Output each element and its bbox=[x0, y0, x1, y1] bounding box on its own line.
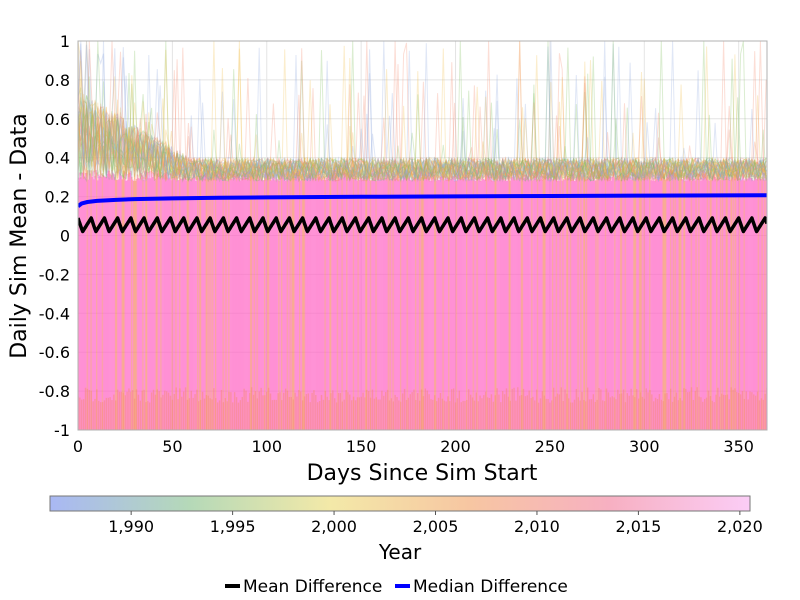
x-tick-label: 50 bbox=[162, 437, 182, 456]
colorbar-tick-label: 1,995 bbox=[210, 517, 256, 536]
ensemble-trace bbox=[78, 47, 767, 183]
y-tick-label: -0.4 bbox=[39, 304, 70, 323]
ensemble-trace bbox=[78, 57, 767, 183]
ensemble-trace bbox=[78, 41, 767, 182]
ensemble-trace bbox=[78, 41, 767, 183]
legend-label-mean: Mean Difference bbox=[243, 577, 382, 597]
x-axis-title: Days Since Sim Start bbox=[307, 461, 538, 486]
ensemble-trace bbox=[78, 43, 767, 183]
y-tick-label: 0.6 bbox=[45, 110, 70, 129]
colorbar-tick-label: 2,015 bbox=[615, 517, 661, 536]
y-tick-label: 1 bbox=[60, 32, 70, 51]
ensemble-trace bbox=[78, 41, 767, 183]
ensemble-trace bbox=[78, 50, 767, 182]
ensemble-trace bbox=[78, 48, 767, 183]
x-tick-label: 300 bbox=[629, 437, 660, 456]
ensemble-trace bbox=[78, 82, 767, 183]
x-axis-ticks: 0 50 100 150 200 250 300 350 bbox=[73, 437, 754, 456]
ensemble-trace bbox=[78, 48, 767, 182]
y-tick-label: 0.4 bbox=[45, 149, 70, 168]
y-tick-label: 0.2 bbox=[45, 188, 70, 207]
colorbar-ticks: 1,990 1,995 2,000 2,005 2,010 2,015 2,020 bbox=[108, 511, 763, 536]
x-tick-label: 100 bbox=[251, 437, 282, 456]
ensemble-trace bbox=[78, 41, 767, 183]
y-axis-ticks: 1 0.8 0.6 0.4 0.2 0 -0.2 -0.4 -0.6 -0.8 -1 bbox=[39, 32, 70, 440]
legend-label-median: Median Difference bbox=[413, 577, 568, 597]
ensemble-trace bbox=[78, 49, 767, 183]
ensemble-trace bbox=[78, 41, 767, 183]
x-tick-label: 350 bbox=[723, 437, 754, 456]
ensemble-trace bbox=[78, 42, 767, 183]
ensemble-trace bbox=[78, 61, 767, 182]
ensemble-trace bbox=[78, 41, 767, 182]
colorbar-tick-label: 2,000 bbox=[311, 517, 357, 536]
ensemble-trace bbox=[78, 79, 767, 183]
ensemble-trace bbox=[78, 41, 767, 183]
legend: Mean Difference Median Difference bbox=[225, 577, 568, 597]
series-median-difference bbox=[78, 193, 767, 208]
colorbar-tick-label: 1,990 bbox=[108, 517, 154, 536]
ensemble-trace bbox=[78, 46, 767, 183]
y-tick-label: 0.8 bbox=[45, 71, 70, 90]
y-tick-label: -0.8 bbox=[39, 382, 70, 401]
ensemble-trace bbox=[78, 41, 767, 183]
ensemble-trace bbox=[78, 41, 767, 182]
ensemble-trace bbox=[78, 54, 767, 183]
ensemble-trace bbox=[78, 41, 767, 183]
series-layer bbox=[78, 193, 767, 234]
ensemble-trace bbox=[78, 69, 767, 183]
y-tick-label: -0.2 bbox=[39, 265, 70, 284]
x-tick-label: 0 bbox=[73, 437, 83, 456]
ensemble-trace bbox=[78, 41, 767, 182]
ensemble-trace bbox=[78, 50, 767, 183]
ensemble-trace bbox=[78, 41, 767, 183]
ensemble-trace bbox=[78, 80, 767, 183]
x-tick-label: 250 bbox=[535, 437, 566, 456]
colorbar-title: Year bbox=[378, 540, 422, 564]
y-axis-title: Daily Sim Mean - Data bbox=[7, 113, 32, 359]
colorbar-tick-label: 2,010 bbox=[514, 517, 560, 536]
ensemble-trace bbox=[78, 41, 767, 183]
ensemble-trace bbox=[78, 44, 767, 183]
series-mean-difference bbox=[78, 216, 767, 234]
ensemble-trace bbox=[78, 41, 767, 182]
ensemble-trace bbox=[78, 101, 767, 183]
ensemble-trace bbox=[78, 41, 767, 182]
x-tick-label: 200 bbox=[440, 437, 471, 456]
ensemble-trace bbox=[78, 41, 767, 183]
ensemble-trace bbox=[78, 48, 767, 183]
y-tick-label: -1 bbox=[54, 421, 70, 440]
ensemble-trace bbox=[78, 94, 767, 183]
colorbar-tick-label: 2,005 bbox=[413, 517, 459, 536]
ensemble-trace bbox=[78, 45, 767, 183]
y-tick-label: 0 bbox=[60, 227, 70, 246]
x-tick-label: 150 bbox=[346, 437, 377, 456]
plot-border bbox=[77, 40, 768, 431]
ensemble-trace bbox=[78, 41, 767, 183]
colorbar-tick-label: 2,020 bbox=[717, 517, 763, 536]
y-tick-label: -0.6 bbox=[39, 343, 70, 362]
ensemble-trace bbox=[78, 41, 767, 183]
ensemble-trace bbox=[78, 41, 767, 183]
colorbar bbox=[49, 495, 751, 512]
